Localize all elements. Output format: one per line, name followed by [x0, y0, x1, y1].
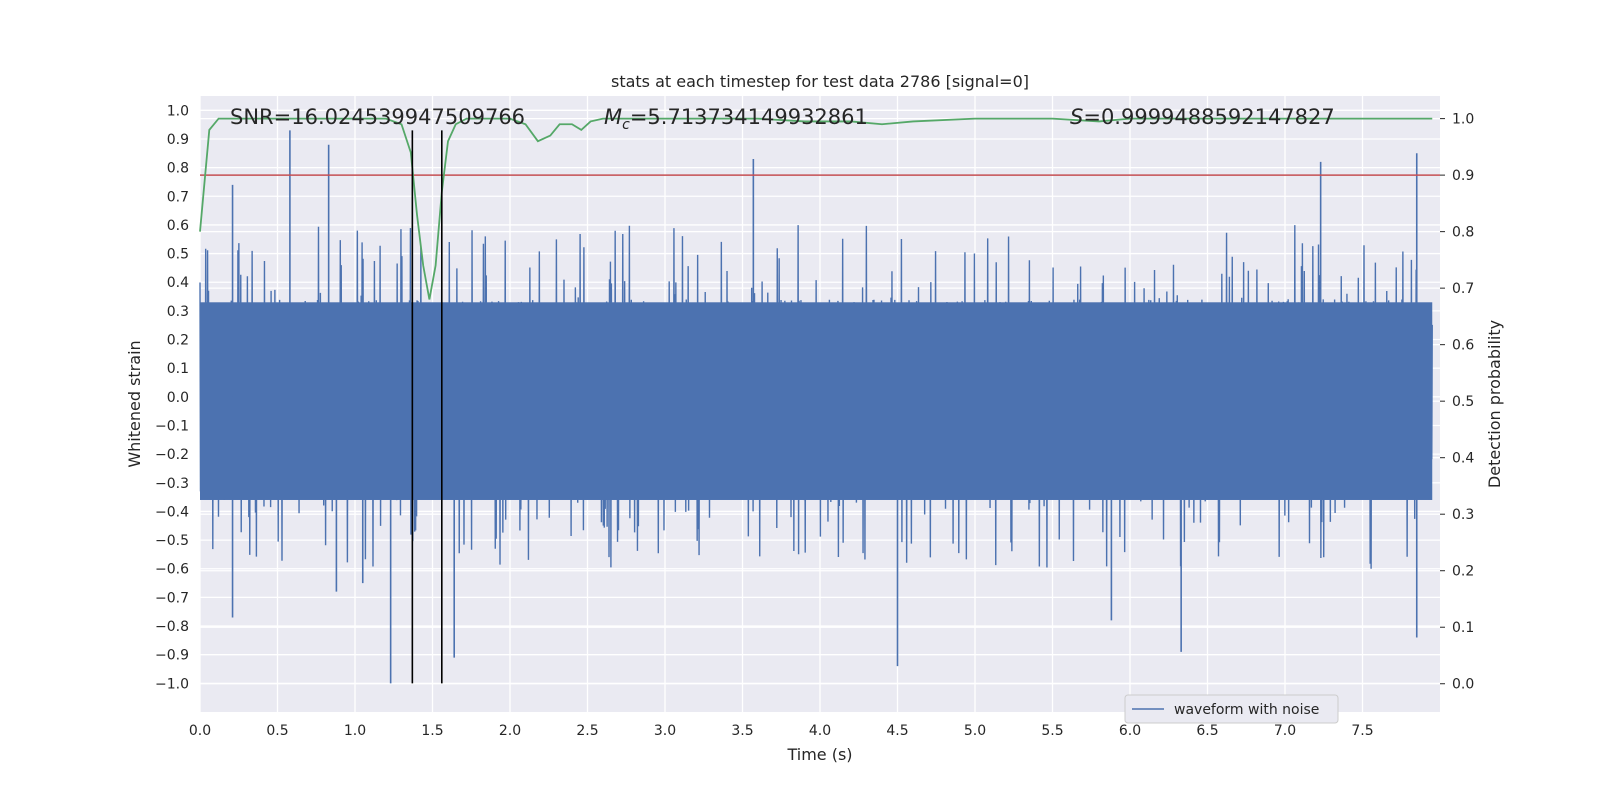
x-tick-label: 5.5: [1041, 723, 1063, 739]
y-tick-label: 0.3: [167, 304, 189, 320]
y-tick-label: −0.1: [155, 418, 189, 434]
x-tick-label: 5.0: [964, 723, 986, 739]
x-tick-label: 4.0: [809, 723, 831, 739]
x-tick-label: 4.5: [886, 723, 908, 739]
x-tick-label: 2.5: [576, 723, 598, 739]
y-tick-label: −0.9: [155, 648, 189, 664]
probability-series: [199, 117, 1440, 300]
y-tick-label: 0.5: [167, 247, 189, 263]
probability-line: [199, 117, 1433, 300]
legend: waveform with noise: [1124, 694, 1339, 724]
y-tick-label: −0.8: [155, 619, 189, 635]
x-tick-label: 0.0: [189, 723, 211, 739]
waveform-core: [200, 302, 1433, 500]
y-right-tick-label: 0.7: [1452, 281, 1474, 297]
snr-score-annotation: S=0.9999488592147827: [1070, 105, 1335, 129]
y-tick-label: −0.6: [155, 562, 189, 578]
x-tick-label: 1.0: [344, 723, 366, 739]
x-tick-label: 3.0: [654, 723, 676, 739]
x-tick-label: 3.5: [731, 723, 753, 739]
y-tick-label: −0.3: [155, 476, 189, 492]
y-right-tick-label: 0.6: [1452, 338, 1474, 354]
y-tick-label: 0.8: [167, 161, 189, 177]
y-right-tick-labels: 1.0 0.9 0.8 0.7 0.6 0.5 0.4 0.3 0.2 0.1 0.0: [1452, 112, 1474, 693]
waveform-series: [199, 130, 1433, 684]
y-right-tick-label: 0.4: [1452, 451, 1474, 467]
y-right-tick-label: 0.9: [1452, 168, 1474, 184]
chart-title: stats at each timestep for test data 278…: [611, 72, 1029, 91]
y-tick-label: 1.0: [167, 103, 189, 119]
y-tick-label: −0.7: [155, 590, 189, 606]
y-tick-label: −0.4: [155, 504, 189, 520]
y-tick-label: 0.2: [167, 333, 189, 349]
s-value: =0.9999488592147827: [1083, 105, 1334, 129]
x-tick-label: 2.0: [499, 723, 521, 739]
y-tick-label: 0.1: [167, 361, 189, 377]
y-right-tick-label: 0.0: [1452, 677, 1474, 693]
chirp-mass-annotation: Mc=5.713734149932861: [604, 105, 868, 133]
y-right-tick-label: 0.3: [1452, 507, 1474, 523]
y-right-tick-label: 0.2: [1452, 564, 1474, 580]
y-right-tick-label: 1.0: [1452, 112, 1474, 128]
x-tick-label: 6.5: [1196, 723, 1218, 739]
y-tick-label: −0.2: [155, 447, 189, 463]
y-tick-label: 0.7: [167, 189, 189, 205]
x-tick-label: 7.5: [1351, 723, 1373, 739]
y-right-tick-label: 0.8: [1452, 225, 1474, 241]
y-tick-labels: 1.0 0.9 0.8 0.7 0.6 0.5 0.4 0.3 0.2 0.1 0.0 −0.1 −0.…: [155, 103, 189, 692]
y-tick-label: 0.9: [167, 132, 189, 148]
x-tick-labels: 0.0 0.5 1.0 1.5 2.0 2.5 3.0 3.5 4.0 4.5 5.0 5.5 6.0 6…: [189, 723, 1374, 739]
x-tick-label: 6.0: [1119, 723, 1141, 739]
s-symbol: S: [1070, 105, 1083, 129]
y-tick-label: 0.0: [167, 390, 189, 406]
y-right-tick-label: 0.5: [1452, 394, 1474, 410]
x-tick-label: 0.5: [266, 723, 288, 739]
mc-value: =5.713734149932861: [630, 105, 868, 129]
y-tick-label: 0.6: [167, 218, 189, 234]
y-tick-label: 0.4: [167, 275, 189, 291]
y-right-tick-label: 0.1: [1452, 620, 1474, 636]
x-tick-label: 1.5: [421, 723, 443, 739]
y-axis-label: Whitened strain: [125, 340, 144, 467]
y-tick-label: −1.0: [155, 676, 189, 692]
x-tick-label: 7.0: [1274, 723, 1296, 739]
snr-annotation: SNR=16.024539947509766: [230, 105, 525, 129]
legend-label: waveform with noise: [1174, 702, 1319, 718]
mc-symbol: M: [604, 105, 622, 129]
legend-box: [1124, 694, 1339, 724]
mc-subscript: c: [622, 117, 630, 133]
x-axis-label: Time (s): [786, 745, 852, 764]
vertical-markers: [411, 130, 443, 684]
y-tick-label: −0.5: [155, 533, 189, 549]
y-right-axis-label: Detection probability: [1485, 320, 1504, 488]
